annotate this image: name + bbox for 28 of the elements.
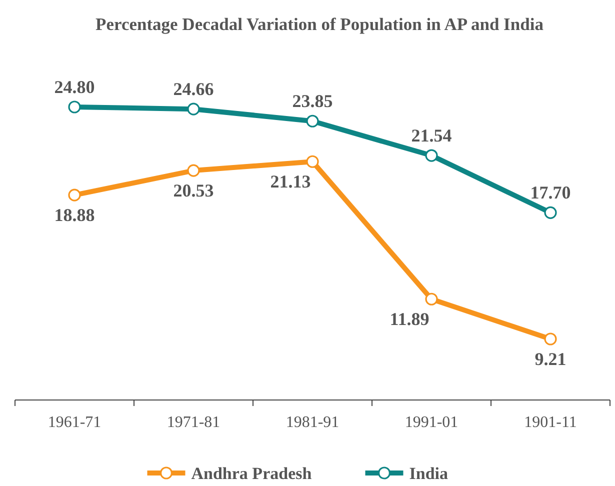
data-label: 23.85 [292,91,333,112]
legend-label: India [409,464,448,483]
data-label: 11.89 [390,309,430,330]
point [68,188,81,202]
data-label: 24.80 [54,77,95,97]
point [306,155,319,168]
point [425,149,438,162]
x-tick-label: 1961-71 [48,414,102,431]
data-label: 21.13 [270,172,311,192]
point [544,206,557,219]
point [187,102,200,116]
x-tick-label: 1981-91 [286,414,340,431]
data-label: 18.88 [54,205,95,226]
data-label: 20.53 [173,180,214,201]
point [425,292,438,306]
x-tick-label: 1971-81 [166,414,220,431]
point [187,164,200,177]
point [306,114,319,128]
point [544,332,557,346]
data-label: 17.70 [530,182,571,203]
data-label: 24.66 [173,79,214,100]
chart-title: Percentage Decadal Variation of Population in AP and India [96,14,544,34]
data-label: 9.21 [534,349,566,369]
point [68,100,81,114]
data-label: 21.54 [411,126,452,146]
x-tick-label: 1901-11 [524,414,577,431]
legend-label: Andhra Pradesh [191,464,312,483]
x-tick-label: 1991-01 [404,414,458,431]
